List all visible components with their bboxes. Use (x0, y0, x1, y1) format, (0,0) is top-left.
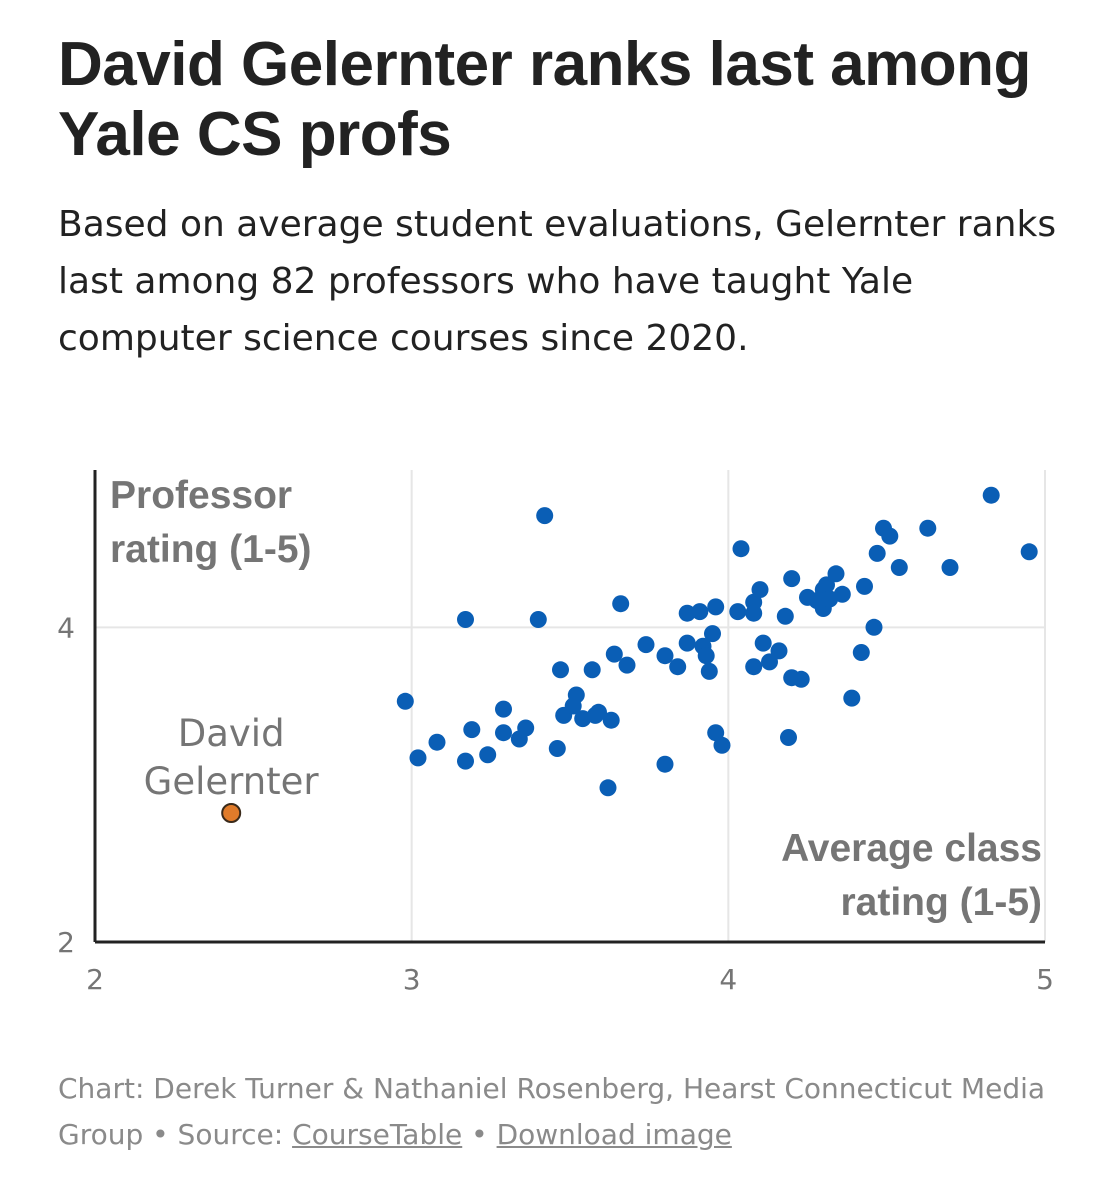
data-point (669, 658, 687, 676)
data-point (818, 576, 835, 594)
data-point (700, 662, 718, 680)
data-point (856, 577, 873, 595)
data-point (457, 752, 474, 770)
axis-layer: 2 3 4 5 2 4 (57, 470, 1054, 996)
data-point (552, 661, 569, 679)
data-point (678, 634, 696, 652)
data-point (707, 724, 725, 742)
data-point (605, 645, 623, 663)
data-point (618, 656, 636, 674)
data-point (713, 736, 731, 754)
data-point (409, 749, 427, 767)
x-tick-label: 5 (1036, 963, 1054, 996)
data-point (761, 653, 778, 671)
data-point (792, 670, 810, 688)
source-link[interactable]: CourseTable (292, 1118, 463, 1151)
data-point (941, 559, 959, 576)
data-point (732, 540, 750, 558)
data-point (678, 604, 696, 622)
scatter-chart: 2 3 4 5 2 4 Professor rating (1-5) Average clas… (57, 470, 1054, 996)
data-point (865, 618, 883, 636)
data-point (827, 565, 845, 583)
download-image-link[interactable]: Download image (496, 1118, 732, 1151)
data-point (548, 740, 566, 757)
chart-subtitle: Based on average student evaluations, Ge… (58, 204, 1057, 359)
data-point (656, 755, 674, 773)
data-point (495, 724, 512, 742)
data-point (697, 647, 715, 665)
axis-title-layer: Professor rating (1-5) Average class rating… (110, 474, 1042, 924)
credit-separator: • (462, 1118, 497, 1151)
x-tick-label: 3 (403, 963, 421, 996)
data-point (495, 700, 512, 718)
highlight-point (221, 803, 242, 823)
data-point (637, 636, 655, 654)
credit-text: Chart: Derek Turner & Nathaniel Rosenber… (58, 1072, 1046, 1151)
data-point (982, 486, 1000, 504)
data-point (704, 625, 721, 643)
data-point (745, 658, 763, 676)
points-layer (396, 486, 1038, 797)
highlight-label: Gelernter (144, 760, 320, 803)
data-point (529, 611, 547, 628)
x-tick-label: 2 (86, 963, 104, 996)
data-point (729, 603, 747, 621)
data-point (479, 746, 497, 764)
x-tick-label: 4 (719, 963, 737, 996)
highlight-layer: David Gelernter (144, 712, 320, 823)
data-point (890, 559, 908, 576)
x-axis-title: rating (1-5) (840, 881, 1042, 924)
data-point (770, 642, 788, 660)
data-point (457, 611, 474, 628)
data-point (919, 519, 937, 537)
x-axis-title: Average class (781, 827, 1042, 870)
data-point (881, 527, 899, 545)
data-point (843, 689, 861, 707)
data-point (536, 507, 554, 525)
data-point (776, 607, 794, 625)
data-point (783, 570, 801, 588)
y-tick-label: 4 (57, 611, 75, 644)
data-point (754, 634, 772, 652)
data-point (590, 703, 607, 721)
data-point (868, 544, 886, 562)
data-point (656, 647, 674, 665)
chart-title: David Gelernter ranks last among Yale CS… (58, 30, 1031, 169)
data-point (612, 595, 630, 613)
data-point (833, 585, 851, 603)
data-point (517, 719, 535, 737)
highlight-label: David (178, 712, 285, 755)
y-tick-label: 2 (57, 926, 75, 959)
chart-credits: Chart: Derek Turner & Nathaniel Rosenber… (58, 1066, 1058, 1158)
data-point (463, 721, 481, 739)
y-axis-title: Professor (110, 474, 292, 517)
data-point (1020, 543, 1038, 561)
data-point (745, 604, 763, 622)
data-point (751, 581, 769, 599)
data-point (852, 644, 870, 661)
data-point (707, 598, 725, 616)
data-point (583, 661, 601, 679)
data-point (602, 711, 620, 729)
data-point (567, 686, 585, 704)
y-axis-title: rating (1-5) (110, 528, 312, 571)
data-point (691, 603, 709, 621)
data-point (428, 733, 446, 751)
data-point (780, 729, 797, 746)
data-point (396, 692, 414, 710)
data-point (599, 779, 617, 797)
